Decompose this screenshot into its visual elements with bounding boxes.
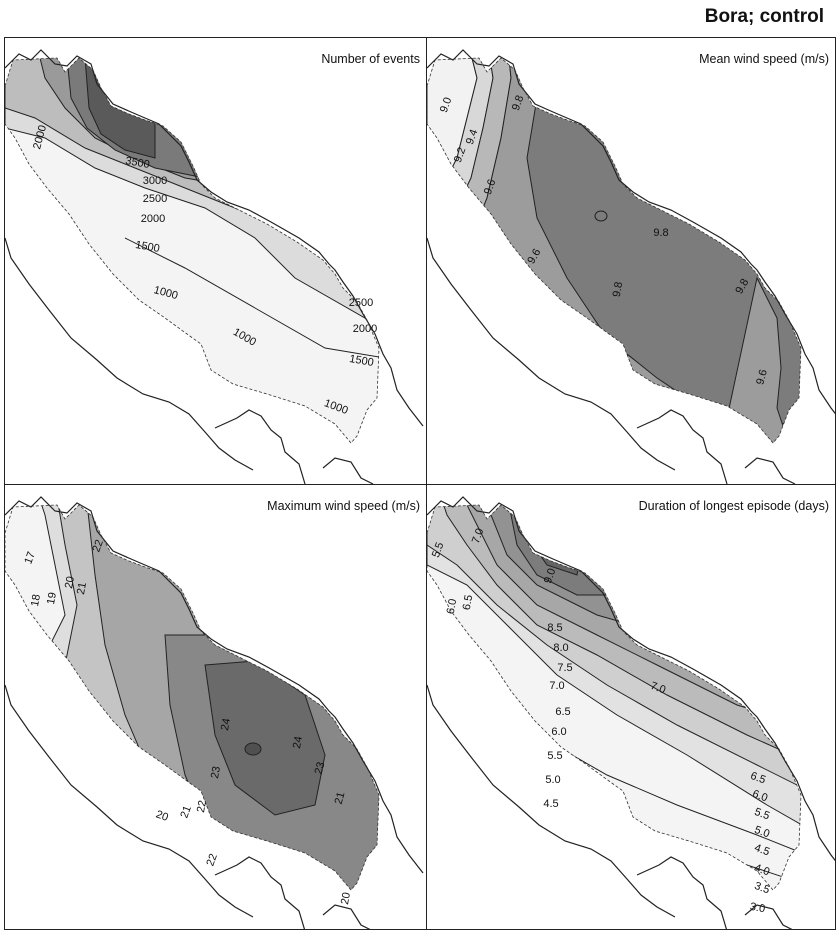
panel-title: Mean wind speed (m/s) — [699, 52, 829, 66]
southern-coastline — [427, 237, 796, 484]
contour-label: 23 — [313, 761, 328, 776]
contour-label: 9.2 — [452, 146, 469, 164]
contour-label: 18 — [29, 593, 43, 607]
contour-label: 9.0 — [542, 567, 559, 585]
contour-label: 9.8 — [611, 281, 625, 298]
contour-label: 2500 — [143, 193, 167, 205]
contour-label: 7.0 — [649, 680, 667, 697]
basin-boundary — [427, 504, 802, 891]
contour-label: 9.6 — [482, 178, 499, 196]
basin-boundary — [427, 57, 802, 444]
contour-line — [124, 237, 379, 359]
contour-label: 3.5 — [753, 880, 771, 897]
contour-label: 4.5 — [543, 798, 558, 810]
contour-label: 2000 — [353, 323, 377, 335]
contour-label: 3500 — [124, 155, 150, 171]
panel-duration-longest-episode: 5.5 7.0 9.0 6.0 6.5 8.5 8.0 7.5 7.0 6.5 6.0 5.5 5.0 4… — [426, 484, 836, 930]
panel-title: Maximum wind speed (m/s) — [267, 499, 420, 513]
map-duration-longest-episode: 5.57.09.06.0 6.58.58.07.57.06.56.05.55.04… — [427, 496, 835, 929]
map-mean-wind-speed: 9.09.29.49.89.69.89.69.8 9.89.6 — [427, 49, 835, 484]
contour-label: 5.5 — [547, 750, 562, 762]
contour-label: 6.0 — [551, 726, 566, 738]
contour-label: 22 — [204, 852, 219, 868]
contour-label: 23 — [209, 765, 223, 779]
contour-label: 20 — [154, 808, 170, 823]
contour-label: 24 — [219, 717, 233, 731]
contour-label: 22 — [90, 538, 105, 554]
contour-center — [244, 742, 262, 756]
southern-coastline — [5, 684, 371, 929]
contour-label: 7.0 — [549, 680, 564, 692]
contour-label: 1500 — [348, 353, 374, 369]
contour-label: 6.0 — [751, 788, 769, 805]
contour-label: 17 — [22, 550, 37, 566]
contour-label: 3000 — [143, 175, 167, 187]
panel-mean-wind-speed: 9.0 9.2 9.4 9.8 9.6 9.8 9.6 9.8 9.8 9.6 Mean wind… — [426, 37, 836, 485]
contour-label: 19 — [45, 591, 59, 605]
contour-label: 24 — [291, 735, 305, 749]
contour-label: 9.8 — [510, 94, 527, 112]
contour-label: 4.5 — [753, 842, 771, 859]
contour-label: 20 — [339, 891, 353, 905]
contour-label: 3.0 — [749, 901, 766, 915]
southern-coastline — [5, 237, 374, 484]
contour-label: 21 — [178, 804, 193, 820]
panel-title: Number of events — [321, 52, 420, 66]
contour-label: 6.5 — [749, 770, 767, 787]
contour-center — [594, 210, 608, 222]
contour-label: 21 — [333, 791, 348, 806]
contour-label: 2500 — [349, 297, 373, 309]
contour-label: 9.6 — [754, 368, 770, 386]
contour-label: 9.4 — [464, 128, 481, 146]
contour-label: 8.5 — [547, 622, 562, 634]
contour-label: 2000 — [141, 213, 165, 225]
panel-title: Duration of longest episode (days) — [638, 499, 829, 513]
contour-label: 6.5 — [555, 706, 570, 718]
contour-label: 20 — [63, 575, 77, 589]
figure-title: Bora; control — [704, 6, 824, 27]
panel-number-of-events: 2000 3500 3000 2500 2000 1500 1000 2500 2000 1000… — [4, 37, 427, 485]
contour-label: 9.0 — [438, 96, 455, 114]
map-number-of-events: 2000350030002500200015001000250020001000… — [5, 49, 424, 484]
contour-label: 6.0 — [445, 598, 459, 615]
contour-label: 7.0 — [470, 527, 487, 545]
southern-coastline — [427, 684, 793, 929]
contour-label: 8.0 — [553, 642, 568, 654]
contour-label: 6.5 — [461, 594, 475, 611]
contour-label: 5.5 — [430, 541, 447, 559]
contour-label: 7.5 — [557, 662, 572, 674]
contour-label: 9.8 — [653, 227, 668, 239]
basin-boundary — [5, 504, 380, 891]
contour-label: 1500 — [134, 239, 160, 255]
contour-label: 5.0 — [753, 824, 771, 841]
contour-label: 5.0 — [545, 774, 560, 786]
contour-label: 4.0 — [753, 862, 771, 879]
contour-label: 21 — [75, 581, 89, 595]
contour-label: 5.5 — [753, 806, 771, 823]
panel-maximum-wind-speed: 17 18 19 20 21 22 24 24 23 21 20 21 22 23 22 20 Maximum… — [4, 484, 427, 930]
basin-boundary — [5, 57, 380, 444]
